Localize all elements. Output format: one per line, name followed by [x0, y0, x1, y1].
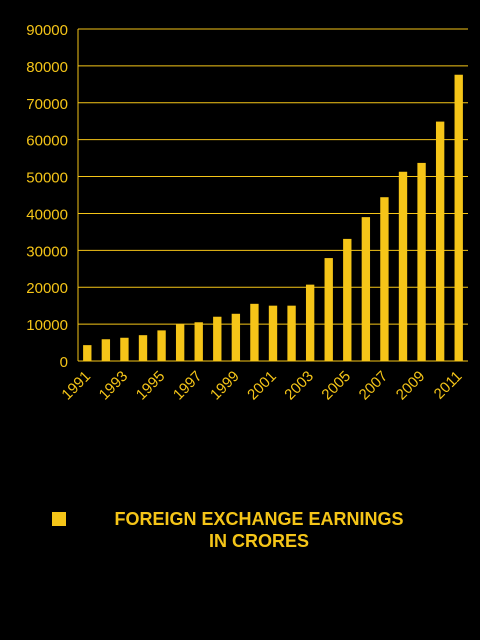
bar-chart: 0 10000 20000 30000 40000 50000 60000 70000 8000… — [26, 22, 468, 404]
bar — [138, 335, 148, 361]
bar — [361, 217, 371, 361]
y-tick-label: 70000 — [26, 96, 68, 113]
bar — [157, 330, 166, 361]
x-tick-label: 2011 — [431, 368, 466, 403]
y-tick-label: 50000 — [26, 170, 68, 187]
bar — [305, 284, 315, 361]
x-tick-label: 2001 — [244, 368, 280, 404]
x-tick-label: 1999 — [207, 368, 243, 404]
bar — [343, 238, 352, 361]
legend: FOREIGN EXCHANGE EARNINGS IN CRORES — [52, 508, 452, 556]
y-tick-label: 10000 — [26, 317, 68, 334]
bar — [287, 305, 296, 361]
x-tick-label: 2009 — [393, 368, 429, 404]
bar — [380, 197, 389, 361]
bar — [398, 171, 408, 361]
bar — [324, 258, 333, 361]
y-tick-label: 40000 — [26, 206, 68, 223]
bar — [194, 322, 203, 361]
x-tick-label: 2007 — [356, 368, 392, 404]
bar — [454, 74, 463, 362]
bar — [175, 324, 185, 361]
x-tick-label: 1993 — [96, 368, 132, 404]
y-tick-label: 80000 — [26, 59, 68, 76]
x-tick-label: 1995 — [133, 368, 169, 404]
y-tick-label: 60000 — [26, 133, 68, 150]
x-tick-label: 2003 — [281, 368, 317, 404]
legend-label-line2: IN CRORES — [208, 531, 309, 551]
y-tick-label: 20000 — [26, 280, 68, 297]
bar — [101, 339, 111, 361]
x-tick-label: 1991 — [58, 368, 94, 404]
bar — [231, 313, 241, 361]
bar — [435, 121, 445, 361]
y-tick-label: 90000 — [26, 22, 68, 39]
bar — [417, 162, 426, 361]
x-tick-label: 2005 — [318, 368, 354, 404]
bar — [268, 305, 278, 361]
y-tick-label: 0 — [60, 354, 68, 371]
legend-label: FOREIGN EXCHANGE EARNINGS IN CRORES — [94, 508, 424, 552]
bar — [120, 337, 129, 361]
y-tick-label: 30000 — [26, 243, 68, 260]
legend-label-line1: FOREIGN EXCHANGE EARNINGS — [114, 509, 404, 529]
x-tick-label: 1997 — [170, 368, 206, 404]
bar — [213, 316, 222, 361]
legend-swatch — [52, 512, 66, 526]
bar — [250, 303, 259, 361]
bar — [83, 345, 92, 361]
